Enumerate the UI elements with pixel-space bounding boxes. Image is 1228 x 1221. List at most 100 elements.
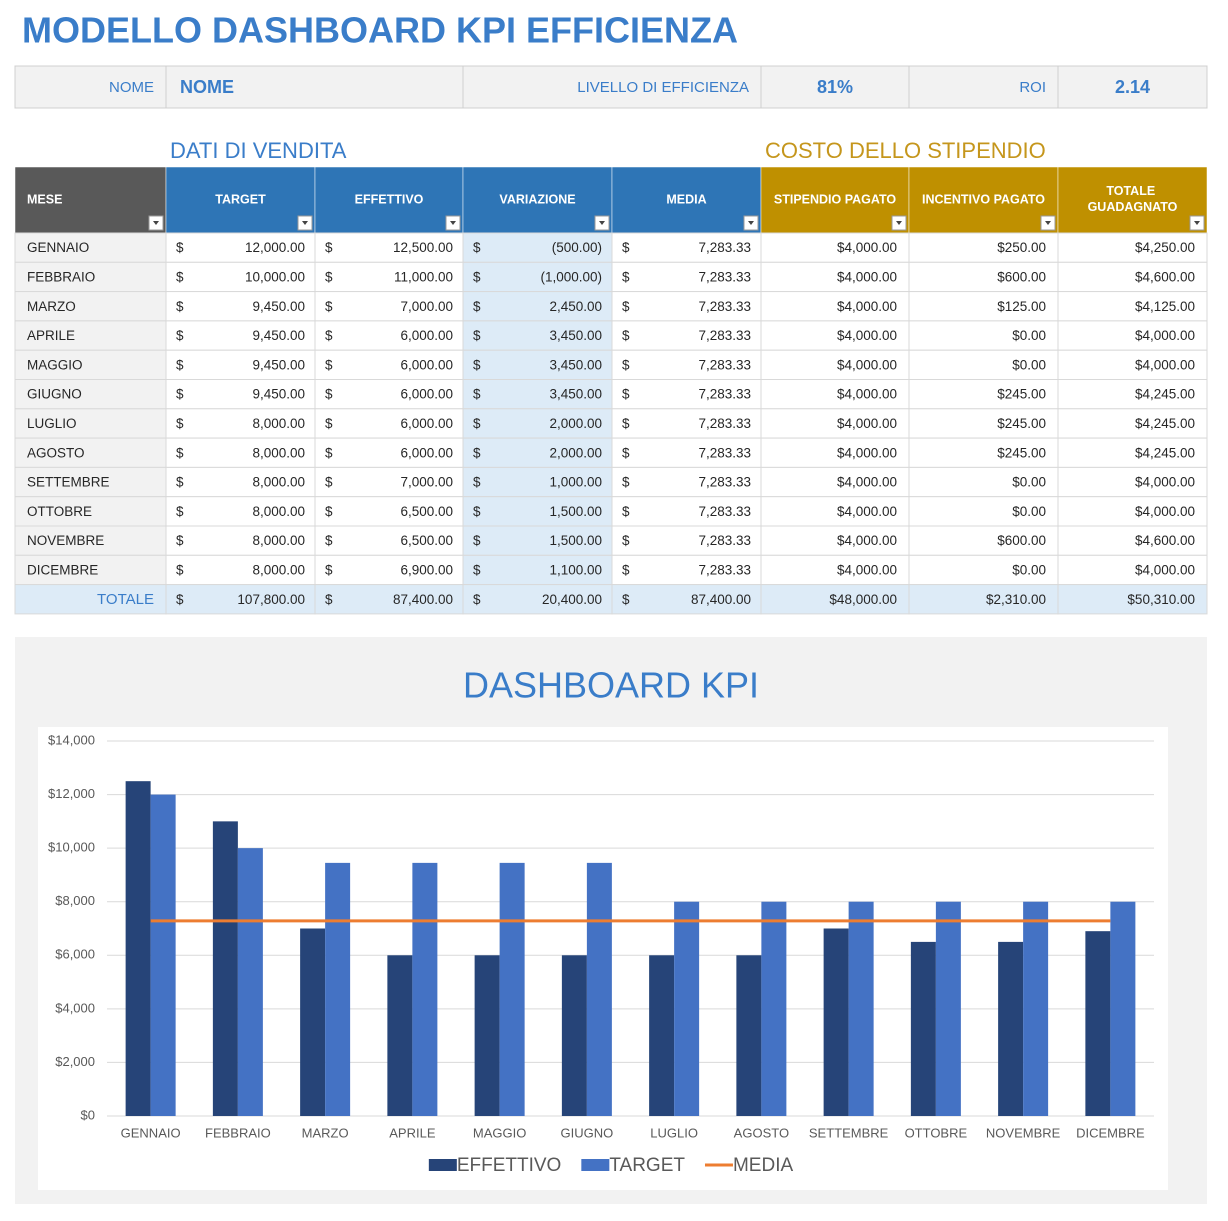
amount: $250.00 bbox=[997, 240, 1046, 255]
amount: $4,245.00 bbox=[1135, 416, 1195, 431]
table-cell bbox=[314, 232, 464, 263]
table-cell bbox=[314, 379, 464, 410]
currency-symbol: $ bbox=[176, 504, 184, 519]
bar bbox=[412, 862, 438, 1116]
currency-symbol: $ bbox=[622, 270, 630, 285]
currency-symbol: $ bbox=[325, 445, 333, 460]
y-tick-label: $12,000 bbox=[48, 786, 95, 801]
table-cell bbox=[908, 379, 1059, 410]
header-cell bbox=[314, 166, 464, 234]
y-tick-label: $4,000 bbox=[55, 1000, 95, 1015]
amount: $245.00 bbox=[997, 387, 1046, 402]
currency-symbol: $ bbox=[325, 563, 333, 578]
bar bbox=[237, 848, 263, 1116]
amount: $4,000.00 bbox=[1135, 504, 1195, 519]
bar bbox=[300, 928, 326, 1116]
currency-symbol: $ bbox=[622, 299, 630, 314]
row-label: GENNAIO bbox=[27, 240, 89, 255]
amount: 1,500.00 bbox=[549, 504, 602, 519]
chart-title: DASHBOARD KPI bbox=[463, 665, 759, 706]
amount: 3,450.00 bbox=[549, 328, 602, 343]
amount: $0.00 bbox=[1012, 504, 1046, 519]
table-cell bbox=[760, 554, 910, 586]
amount: 10,000.00 bbox=[245, 270, 305, 285]
amount: 7,000.00 bbox=[400, 299, 453, 314]
table-cell bbox=[314, 584, 464, 615]
amount: $4,000.00 bbox=[837, 387, 897, 402]
amount: $4,250.00 bbox=[1135, 240, 1195, 255]
y-tick-label: $2,000 bbox=[55, 1054, 95, 1069]
header-label: EFFETTIVO bbox=[355, 192, 424, 206]
amount: $600.00 bbox=[997, 533, 1046, 548]
amount: 7,000.00 bbox=[400, 475, 453, 490]
table-cell bbox=[1057, 466, 1208, 498]
currency-symbol: $ bbox=[473, 504, 481, 519]
summary-label: NOME bbox=[109, 79, 154, 96]
amount: 6,000.00 bbox=[400, 387, 453, 402]
header-cell bbox=[1057, 166, 1208, 234]
amount: 7,283.33 bbox=[698, 240, 751, 255]
table-cell bbox=[462, 320, 613, 351]
amount: 7,283.33 bbox=[698, 475, 751, 490]
table-cell bbox=[908, 525, 1059, 556]
currency-symbol: $ bbox=[473, 592, 481, 607]
table-cell bbox=[14, 554, 167, 586]
table-cell bbox=[760, 349, 910, 381]
bar bbox=[998, 941, 1024, 1116]
table-cell bbox=[611, 466, 762, 498]
y-tick-label: $14,000 bbox=[48, 732, 95, 747]
table-cell bbox=[462, 554, 613, 586]
table-cell bbox=[165, 408, 316, 439]
row-label: SETTEMBRE bbox=[27, 475, 110, 490]
amount: 8,000.00 bbox=[252, 445, 305, 460]
bar bbox=[823, 928, 849, 1116]
summary-value: NOME bbox=[180, 77, 234, 97]
amount: 7,283.33 bbox=[698, 533, 751, 548]
table-cell bbox=[1057, 584, 1208, 615]
amount: $4,000.00 bbox=[837, 445, 897, 460]
row-label: NOVEMBRE bbox=[27, 533, 104, 548]
bar bbox=[910, 941, 936, 1116]
table-cell bbox=[908, 496, 1059, 527]
currency-symbol: $ bbox=[473, 328, 481, 343]
amount: 7,283.33 bbox=[698, 563, 751, 578]
currency-symbol: $ bbox=[473, 475, 481, 490]
amount: 6,000.00 bbox=[400, 416, 453, 431]
currency-symbol: $ bbox=[622, 445, 630, 460]
table-cell bbox=[165, 379, 316, 410]
x-tick-label: MAGGIO bbox=[473, 1125, 526, 1140]
summary-label: ROI bbox=[1019, 79, 1046, 96]
x-tick-label: APRILE bbox=[389, 1125, 436, 1140]
amount: 2,450.00 bbox=[549, 299, 602, 314]
amount: (500.00) bbox=[552, 240, 602, 255]
filter-arrow bbox=[599, 221, 605, 225]
row-label: OTTOBRE bbox=[27, 504, 92, 519]
amount: 6,000.00 bbox=[400, 357, 453, 372]
currency-symbol: $ bbox=[622, 416, 630, 431]
amount: 11,000.00 bbox=[394, 270, 453, 285]
bar bbox=[649, 955, 675, 1116]
bar bbox=[150, 794, 176, 1116]
header-label: INCENTIVO PAGATO bbox=[922, 192, 1045, 206]
legend-label: MEDIA bbox=[733, 1155, 794, 1176]
amount: $4,000.00 bbox=[837, 504, 897, 519]
amount: $4,000.00 bbox=[1135, 328, 1195, 343]
currency-symbol: $ bbox=[325, 592, 333, 607]
header-label: TOTALE GUADAGNATO bbox=[1088, 184, 1178, 214]
currency-symbol: $ bbox=[176, 475, 184, 490]
table-cell bbox=[14, 496, 167, 527]
amount: 9,450.00 bbox=[252, 299, 305, 314]
x-tick-label: DICEMBRE bbox=[1076, 1125, 1145, 1140]
table-cell bbox=[611, 554, 762, 586]
row-label: GIUGNO bbox=[27, 387, 82, 402]
bar bbox=[761, 901, 787, 1116]
table-cell bbox=[14, 349, 167, 381]
amount: 7,283.33 bbox=[698, 357, 751, 372]
amount: $48,000.00 bbox=[829, 592, 897, 607]
amount: 8,000.00 bbox=[252, 475, 305, 490]
table-cell bbox=[760, 379, 910, 410]
amount: $4,000.00 bbox=[837, 240, 897, 255]
amount: $50,310.00 bbox=[1127, 592, 1195, 607]
filter-arrow bbox=[302, 221, 308, 225]
